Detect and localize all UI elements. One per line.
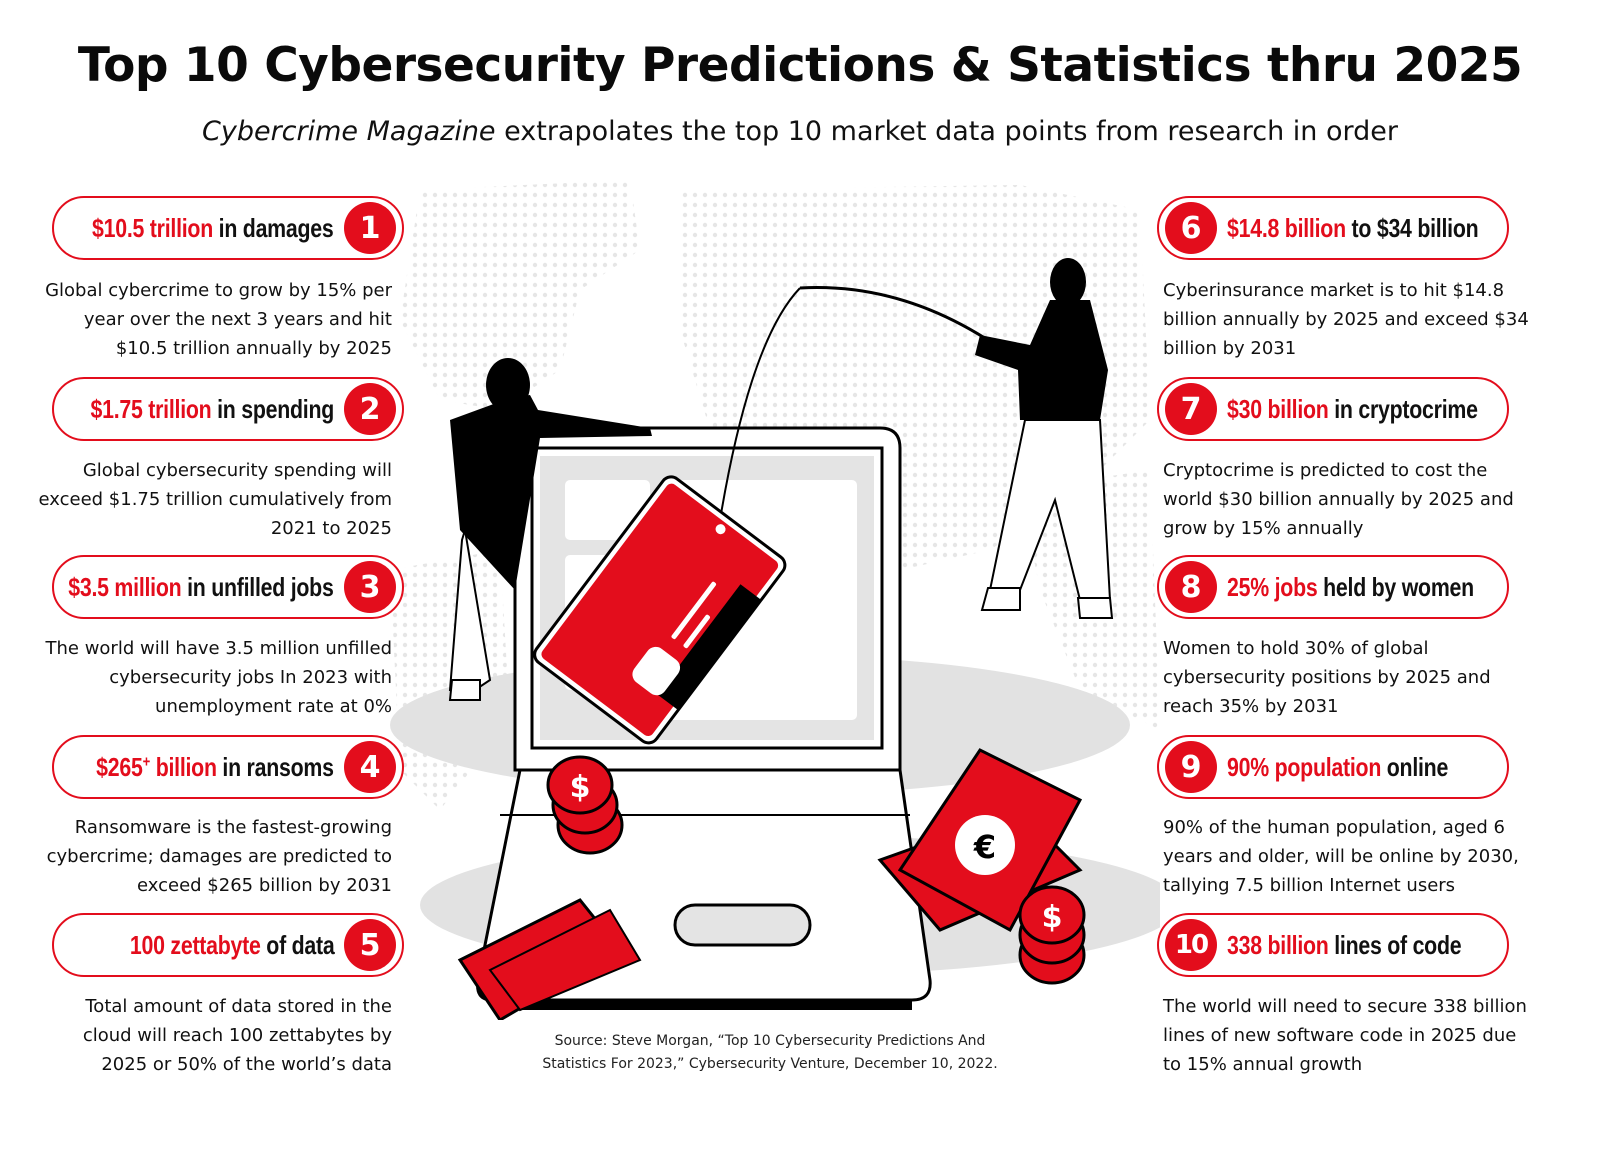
rank-badge: 3	[344, 561, 396, 613]
fishing-rod-icon	[719, 286, 1067, 521]
stat-description-1: Global cybercrime to grow by 15% per yea…	[45, 280, 392, 359]
stat-rest: online	[1381, 751, 1449, 782]
stat-highlight: 338 billion	[1227, 929, 1329, 960]
stat-rest: held by women	[1317, 571, 1474, 602]
source-line-1: Source: Steve Morgan, “Top 10 Cybersecur…	[554, 1033, 986, 1049]
stat-rest: in spending	[211, 393, 334, 424]
stat-highlight: 90% population	[1227, 751, 1382, 782]
stat-rest: in cryptocrime	[1328, 393, 1478, 424]
stat-highlight: $10.5 trillion	[92, 212, 214, 243]
stat-rest: lines of code	[1328, 929, 1462, 960]
rank-badge: 6	[1165, 202, 1217, 254]
rank-badge: 2	[344, 383, 396, 435]
stat-description-8: Women to hold 30% of global cybersecurit…	[1163, 638, 1491, 717]
stat-rest: to $34 billion	[1345, 212, 1479, 243]
source-line-2: Statistics For 2023,” Cybersecurity Vent…	[542, 1056, 998, 1072]
rank-badge: 10	[1165, 919, 1217, 971]
subtitle-text: extrapolates the top 10 market data poin…	[495, 116, 1398, 147]
stat-pill-2: $1.75 trillion in spending 2	[52, 377, 404, 441]
hacker-left-figure	[448, 358, 652, 701]
stat-highlight: 25% jobs	[1227, 571, 1318, 602]
stat-highlight: $14.8 billion	[1227, 212, 1346, 243]
rank-badge: 9	[1165, 741, 1217, 793]
credit-card-icon	[533, 475, 787, 745]
stat-description-6: Cyberinsurance market is to hit $14.8 bi…	[1163, 280, 1529, 359]
stat-pill-3: $3.5 million in unfilled jobs 3	[52, 555, 404, 619]
stat-highlight: 100 zettabyte	[129, 929, 261, 960]
stat-description-2: Global cybersecurity spending will excee…	[38, 460, 392, 539]
stat-pill-8: 8 25% jobs held by women	[1157, 555, 1509, 619]
stat-pill-1: $10.5 trillion in damages 1	[52, 196, 404, 260]
rank-badge: 4	[344, 741, 396, 793]
rank-badge: 8	[1165, 561, 1217, 613]
rank-badge: 7	[1165, 383, 1217, 435]
stat-description-5: Total amount of data stored in the cloud…	[82, 996, 392, 1075]
page-title: Top 10 Cybersecurity Predictions & Stati…	[77, 38, 1523, 93]
stat-description-10: The world will need to secure 338 billio…	[1163, 996, 1527, 1075]
source-citation: Source: Steve Morgan, “Top 10 Cybersecur…	[500, 1030, 1040, 1076]
stat-rest: in ransoms	[217, 751, 335, 782]
stat-rest: in unfilled jobs	[181, 571, 335, 602]
stat-highlight-sup: +	[142, 752, 151, 770]
rank-badge: 1	[344, 202, 396, 254]
stat-rest: of data	[260, 929, 334, 960]
phishing-illustration: € $ $	[390, 180, 1160, 1020]
stat-highlight-after: billion	[150, 751, 218, 782]
stat-description-4: Ransomware is the fastest-growing cyberc…	[46, 817, 392, 896]
stat-highlight: $265	[96, 751, 143, 782]
coin-stack-right-icon: $	[1018, 885, 1086, 985]
stat-pill-10: 10 338 billion lines of code	[1157, 913, 1509, 977]
stat-description-9: 90% of the human population, aged 6 year…	[1163, 817, 1519, 896]
stat-highlight: $30 billion	[1227, 393, 1329, 424]
rank-badge: 5	[344, 919, 396, 971]
stat-pill-7: 7 $30 billion in cryptocrime	[1157, 377, 1509, 441]
stat-pill-6: 6 $14.8 billion to $34 billion	[1157, 196, 1509, 260]
stat-pill-5: 100 zettabyte of data 5	[52, 913, 404, 977]
bill-euro-icon: €	[877, 748, 1083, 933]
stat-highlight: $3.5 million	[68, 571, 182, 602]
page-subtitle: Cybercrime Magazine extrapolates the top…	[0, 116, 1600, 147]
stat-description-3: The world will have 3.5 million unfilled…	[45, 638, 393, 717]
magazine-name: Cybercrime Magazine	[202, 116, 496, 147]
dollar-symbol: $	[570, 770, 591, 805]
stat-description-7: Cryptocrime is predicted to cost the wor…	[1163, 460, 1514, 539]
stat-highlight: $1.75 trillion	[90, 393, 212, 424]
dollar-symbol: $	[1042, 900, 1063, 935]
stat-pill-9: 9 90% population online	[1157, 735, 1509, 799]
stat-pill-4: $265+ billion in ransoms 4	[52, 735, 404, 799]
bill-left-icon	[457, 898, 642, 1020]
euro-symbol: €	[973, 828, 996, 866]
hacker-right-figure	[975, 258, 1114, 619]
stat-rest: in damages	[213, 212, 334, 243]
coin-stack-left-icon: $	[546, 755, 624, 855]
